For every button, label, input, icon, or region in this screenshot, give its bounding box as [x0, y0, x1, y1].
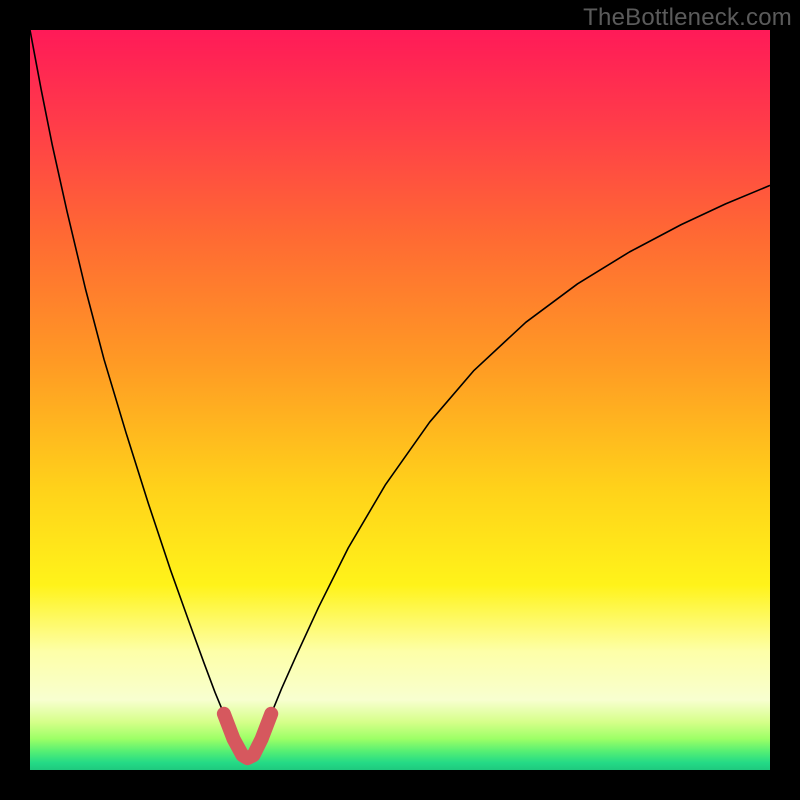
watermark-text: TheBottleneck.com [583, 4, 792, 32]
gradient-background [30, 30, 770, 770]
plot-area [30, 30, 770, 770]
plot-svg [30, 30, 770, 770]
chart-container: TheBottleneck.com [0, 0, 800, 800]
